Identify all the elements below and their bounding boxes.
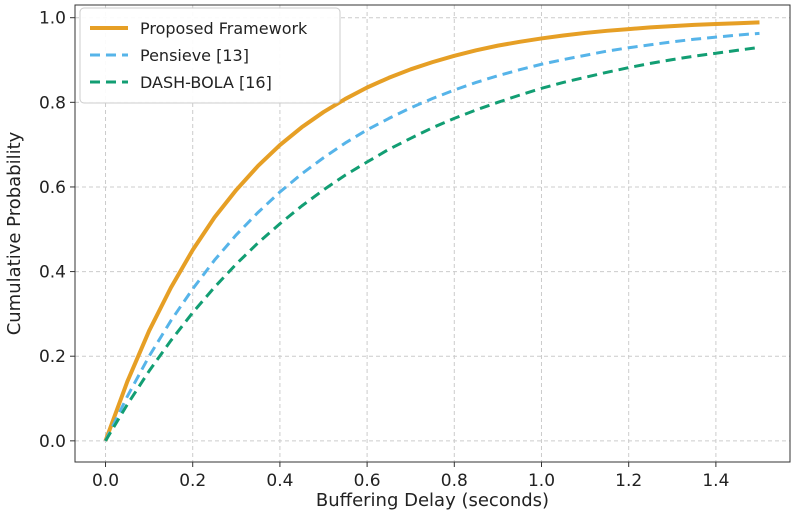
legend-label-1: Pensieve [13] [140,46,249,65]
series-line-0 [103,20,760,442]
series-line-2 [104,45,760,442]
y-tick-label: 1.0 [39,9,66,29]
series-line-1 [104,31,760,442]
legend-box [79,7,341,104]
y-tick-label: 0.8 [39,93,66,113]
series-lines [103,20,760,442]
x-tick-label: 0.6 [354,471,381,491]
y-tick-label: 0.6 [39,178,66,198]
y-axis-title: Cumulative Probability [4,131,25,335]
x-tick-label: 0.8 [441,471,468,491]
x-tick-label: 1.2 [615,471,642,491]
x-tick-label: 1.4 [702,471,729,491]
legend-label-0: Proposed Framework [140,19,308,38]
x-axis-title: Buffering Delay (seconds) [316,490,549,511]
plot-frame [74,4,791,463]
y-tick-label: 0.2 [39,347,66,367]
y-tick-label: 0.0 [39,432,66,452]
x-tick-label: 0.2 [179,471,206,491]
legend: Proposed Framework Pensieve [13] DASH-BOLA… [79,7,341,104]
y-tick-label: 0.4 [39,263,66,283]
x-tick-label: 1.0 [528,471,555,491]
x-tick-label: 0.0 [92,471,119,491]
axis-ticks: 0.0 0.2 0.4 0.6 0.8 1.0 1.2 1.4 0.0 0.2 0.4 0.6 0.8 1… [39,9,729,491]
x-tick-label: 0.4 [266,471,293,491]
legend-label-2: DASH-BOLA [16] [140,73,272,92]
